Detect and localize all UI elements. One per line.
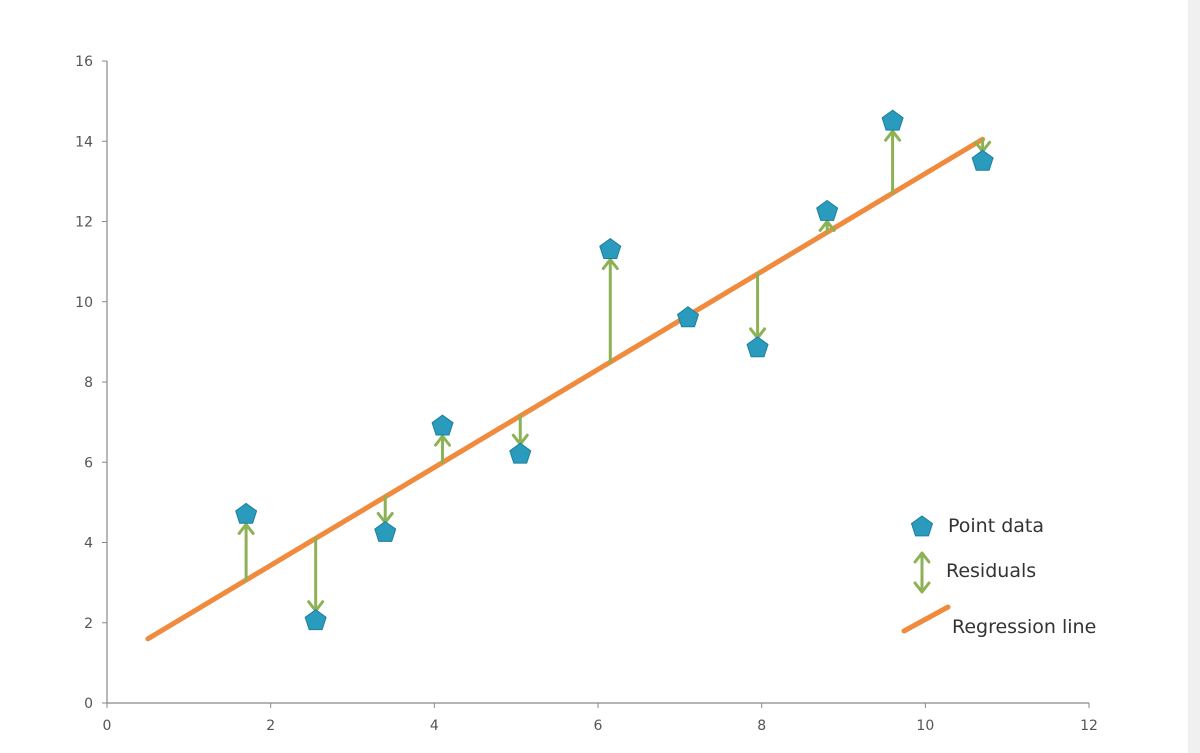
regression-line-layer xyxy=(145,136,986,642)
legend-residual-label: Residuals xyxy=(946,560,1036,582)
residual-arrowhead xyxy=(434,434,452,447)
data-point xyxy=(746,336,769,358)
y-tick-label: 14 xyxy=(75,134,93,150)
data-point xyxy=(304,609,327,631)
residual-arrow xyxy=(884,129,902,195)
residual-arrowhead xyxy=(884,129,902,142)
data-point xyxy=(816,199,839,221)
residual-arrow xyxy=(434,434,452,464)
legend-residual-down-arrow xyxy=(913,572,931,594)
residual-arrow xyxy=(818,219,836,234)
x-tick-label: 4 xyxy=(430,718,439,734)
axes xyxy=(102,60,1090,708)
residual-arrowhead xyxy=(237,522,255,535)
residual-arrows-layer xyxy=(237,129,992,613)
tick-labels: 0 2 4 6 8 10 12 14 16 0 2 4 6 8 10 12 xyxy=(75,54,1098,734)
y-tick-label: 10 xyxy=(75,295,93,311)
legend-line-marker xyxy=(901,604,951,634)
data-point xyxy=(235,502,258,524)
data-point xyxy=(677,306,700,328)
residual-arrow xyxy=(601,258,619,364)
residual-arrowhead xyxy=(818,219,836,232)
y-tick-label: 6 xyxy=(84,455,93,471)
x-tick-label: 8 xyxy=(757,718,766,734)
y-tick-label: 12 xyxy=(75,215,93,231)
data-point xyxy=(509,442,532,464)
residual-arrowhead xyxy=(601,258,619,271)
y-tick-label: 2 xyxy=(84,616,93,632)
legend: Point data Residuals Regression line xyxy=(901,515,1096,638)
point-data-layer xyxy=(235,109,994,631)
residual-arrowhead xyxy=(913,551,931,564)
residual-arrow xyxy=(237,522,255,582)
legend-point-pentagon xyxy=(910,515,934,537)
data-point xyxy=(881,109,904,131)
data-point xyxy=(599,237,622,259)
x-tick-label: 2 xyxy=(266,718,275,734)
data-point xyxy=(971,149,994,171)
data-point xyxy=(431,414,454,436)
x-tick-label: 6 xyxy=(594,718,603,734)
window-scrollbar[interactable] xyxy=(1188,0,1200,753)
legend-point-label: Point data xyxy=(948,515,1044,537)
legend-point-marker xyxy=(910,515,934,537)
legend-residual-up-arrow xyxy=(913,551,931,576)
y-tick-label: 8 xyxy=(84,375,93,391)
residual-arrow xyxy=(307,536,325,613)
legend-line-label: Regression line xyxy=(952,616,1096,638)
data-point xyxy=(374,520,397,542)
regression-line xyxy=(145,136,986,642)
x-tick-label: 10 xyxy=(916,718,934,734)
residual-arrow xyxy=(749,272,767,340)
x-tick-label: 0 xyxy=(103,718,112,734)
residual-arrowhead xyxy=(913,581,931,594)
y-tick-label: 16 xyxy=(75,54,93,70)
legend-residual-marker xyxy=(913,551,931,594)
y-tick-label: 4 xyxy=(84,536,93,552)
x-tick-label: 12 xyxy=(1080,718,1098,734)
y-tick-label: 0 xyxy=(84,696,93,712)
